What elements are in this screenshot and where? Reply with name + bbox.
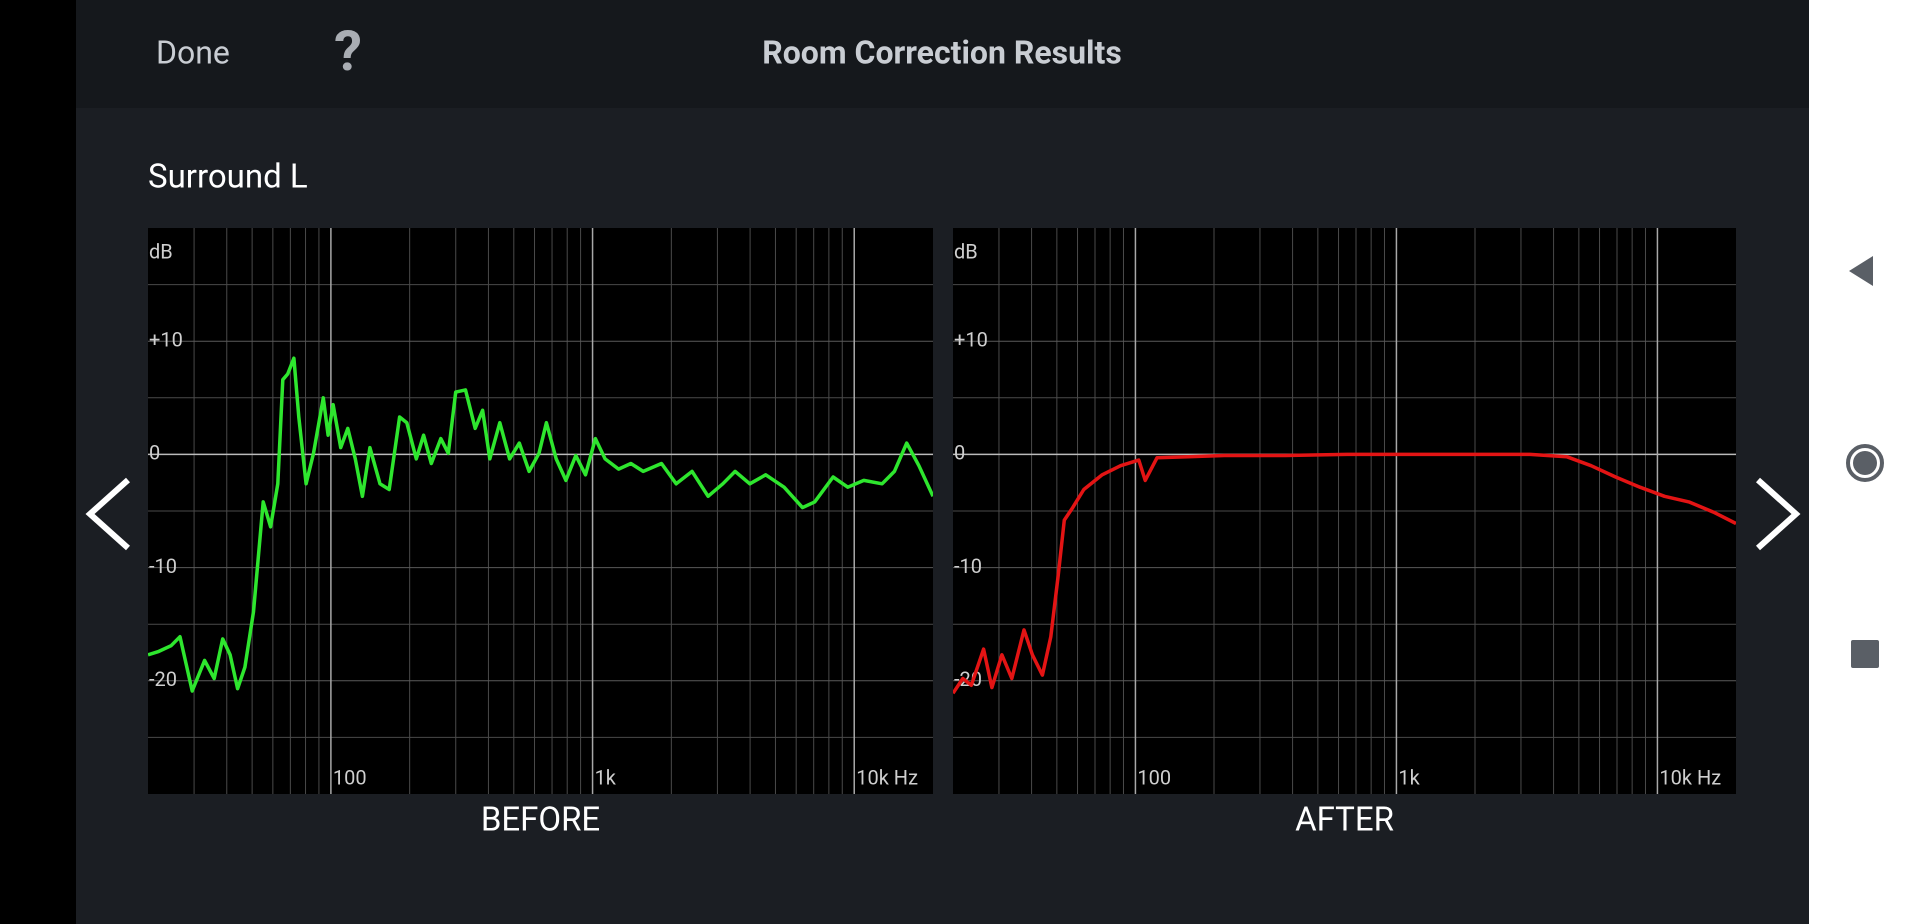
x-tick-label: 1k	[1398, 765, 1420, 789]
x-tick-label: 100	[1137, 765, 1171, 789]
header-bar	[76, 0, 1809, 108]
y-tick-label: +10	[954, 327, 988, 351]
screen-title: Room Correction Results	[762, 33, 1122, 71]
y-axis-unit: dB	[149, 239, 173, 263]
nav-recents[interactable]	[1851, 640, 1879, 668]
y-tick-label: 0	[954, 441, 965, 465]
next-arrow[interactable]	[1755, 477, 1801, 551]
help-button[interactable]: ?	[334, 18, 362, 84]
chart-panel: +10 0 -10 -20 100 1k 10k Hz dB BEFORE	[148, 228, 933, 840]
x-tick-label: 10k Hz	[1659, 765, 1721, 789]
y-tick-label: -10	[954, 554, 982, 578]
y-axis-unit: dB	[954, 239, 978, 263]
speaker-name: Surround L	[148, 158, 308, 197]
response-curve	[148, 356, 933, 693]
x-tick-label: 1k	[595, 765, 617, 789]
nav-home[interactable]	[1846, 444, 1884, 482]
nav-back[interactable]	[1849, 256, 1873, 286]
x-tick-label: 100	[333, 765, 367, 789]
chart-title: BEFORE	[481, 801, 600, 840]
done-button[interactable]: Done	[156, 33, 230, 71]
nav-home-dot	[1853, 451, 1877, 475]
y-tick-label: -20	[149, 667, 177, 691]
y-tick-label: 0	[149, 441, 160, 465]
x-tick-label: 10k Hz	[856, 765, 918, 789]
chart-title: AFTER	[1295, 801, 1394, 840]
left-strip	[0, 0, 76, 924]
y-tick-label: +10	[149, 327, 183, 351]
prev-arrow[interactable]	[85, 477, 131, 551]
response-curve	[953, 452, 1736, 695]
y-tick-label: -10	[149, 554, 177, 578]
